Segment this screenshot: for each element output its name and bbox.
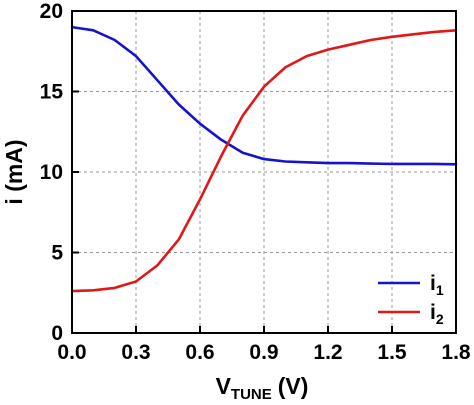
x-axis-title: VTUNE (V)	[216, 373, 309, 403]
x-axis-title-main: V	[216, 373, 232, 399]
y-tick-labels: 0 5 10 15 20	[40, 0, 64, 345]
legend-label-i1-main: i	[430, 272, 436, 295]
x-tick-label: 0.6	[185, 341, 214, 364]
legend: i1 i2	[378, 272, 444, 327]
legend-label-i2: i2	[430, 301, 444, 327]
legend-label-i2-main: i	[430, 301, 436, 324]
x-tick-label: 0.9	[249, 341, 278, 364]
x-axis-title-unit: (V)	[278, 373, 309, 399]
legend-label-i1: i1	[430, 272, 444, 298]
x-tick-label: 1.5	[377, 341, 407, 364]
x-tick-labels: 0.0 0.3 0.6 0.9 1.2 1.5 1.8	[57, 341, 471, 364]
ticks	[71, 10, 457, 334]
x-tick-label: 1.8	[441, 341, 471, 364]
x-axis-title-sub: TUNE	[231, 386, 272, 403]
grid	[72, 11, 456, 333]
y-axis-title: i (mA)	[1, 139, 27, 204]
y-tick-label: 15	[40, 81, 64, 104]
x-tick-label: 0.3	[121, 341, 150, 364]
y-tick-label: 20	[40, 0, 63, 23]
series-line-i2	[70, 28, 458, 293]
series-layer	[70, 25, 458, 293]
y-tick-label: 0	[51, 322, 63, 345]
legend-label-i1-sub: 1	[436, 282, 444, 298]
legend-label-i2-sub: 2	[436, 311, 444, 327]
x-tick-label: 0.0	[57, 341, 86, 364]
y-tick-label: 10	[40, 161, 63, 184]
y-tick-label: 5	[51, 242, 63, 265]
x-tick-label: 1.2	[313, 341, 342, 364]
series-line-i1	[70, 25, 458, 166]
